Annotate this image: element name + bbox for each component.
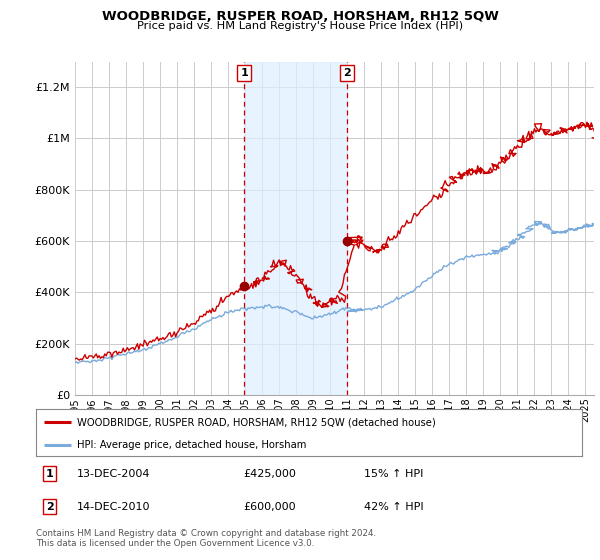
Text: 2: 2	[343, 68, 350, 78]
Text: £425,000: £425,000	[244, 469, 296, 479]
Text: 1: 1	[241, 68, 248, 78]
Text: WOODBRIDGE, RUSPER ROAD, HORSHAM, RH12 5QW: WOODBRIDGE, RUSPER ROAD, HORSHAM, RH12 5…	[101, 10, 499, 23]
Text: WOODBRIDGE, RUSPER ROAD, HORSHAM, RH12 5QW (detached house): WOODBRIDGE, RUSPER ROAD, HORSHAM, RH12 5…	[77, 417, 436, 427]
Text: Price paid vs. HM Land Registry's House Price Index (HPI): Price paid vs. HM Land Registry's House …	[137, 21, 463, 31]
Text: £600,000: £600,000	[244, 502, 296, 512]
Text: 42% ↑ HPI: 42% ↑ HPI	[364, 502, 423, 512]
Text: HPI: Average price, detached house, Horsham: HPI: Average price, detached house, Hors…	[77, 440, 307, 450]
Text: 13-DEC-2004: 13-DEC-2004	[77, 469, 151, 479]
Text: 15% ↑ HPI: 15% ↑ HPI	[364, 469, 423, 479]
Bar	[244, 62, 347, 395]
Text: 1: 1	[46, 469, 53, 479]
Text: Contains HM Land Registry data © Crown copyright and database right 2024.
This d: Contains HM Land Registry data © Crown c…	[36, 529, 376, 548]
Text: 2: 2	[46, 502, 53, 512]
Text: 14-DEC-2010: 14-DEC-2010	[77, 502, 151, 512]
